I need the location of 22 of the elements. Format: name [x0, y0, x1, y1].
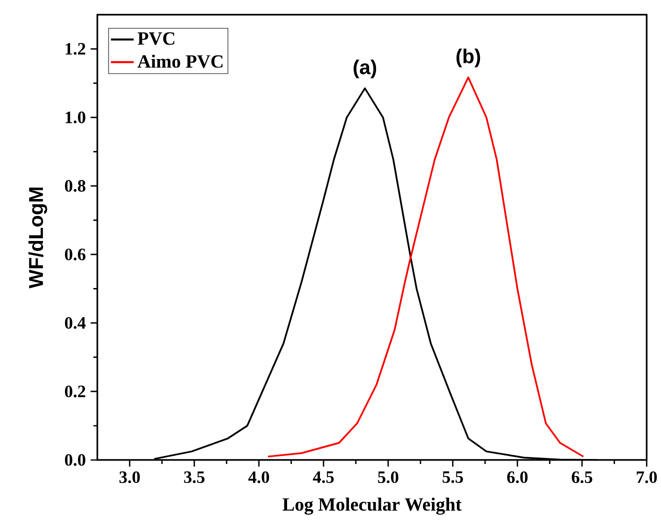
x-tick-label: 5.0: [378, 471, 398, 484]
x-axis-title: Log Molecular Weight: [282, 498, 462, 515]
y-tick-label: 0.2: [64, 386, 86, 398]
x-tick-label: 6.0: [507, 471, 528, 484]
x-tick-label: 6.5: [572, 471, 592, 484]
y-tick-label: 0.8: [64, 180, 86, 192]
legend-label: Aimo PVC: [138, 54, 222, 68]
legend-label: PVC: [138, 32, 174, 45]
x-tick-label: 4.0: [248, 471, 270, 484]
y-tick-label: 1.0: [66, 112, 86, 124]
annotation: (a): [354, 60, 376, 78]
y-tick-label: 0.4: [64, 317, 86, 329]
y-tick-label: 0.6: [64, 248, 86, 260]
annotation: (b): [456, 48, 480, 68]
y-tick-label: 0.0: [64, 454, 86, 466]
x-tick-label: 4.5: [312, 471, 334, 484]
x-tick-label: 5.5: [442, 471, 463, 483]
x-tick-label: 7.0: [636, 471, 657, 484]
x-tick-label: 3.0: [119, 471, 140, 484]
y-axis-title: WF/dLogM: [28, 188, 48, 288]
x-tick-label: 3.5: [184, 471, 204, 484]
y-tick-label: 1.2: [66, 43, 86, 55]
